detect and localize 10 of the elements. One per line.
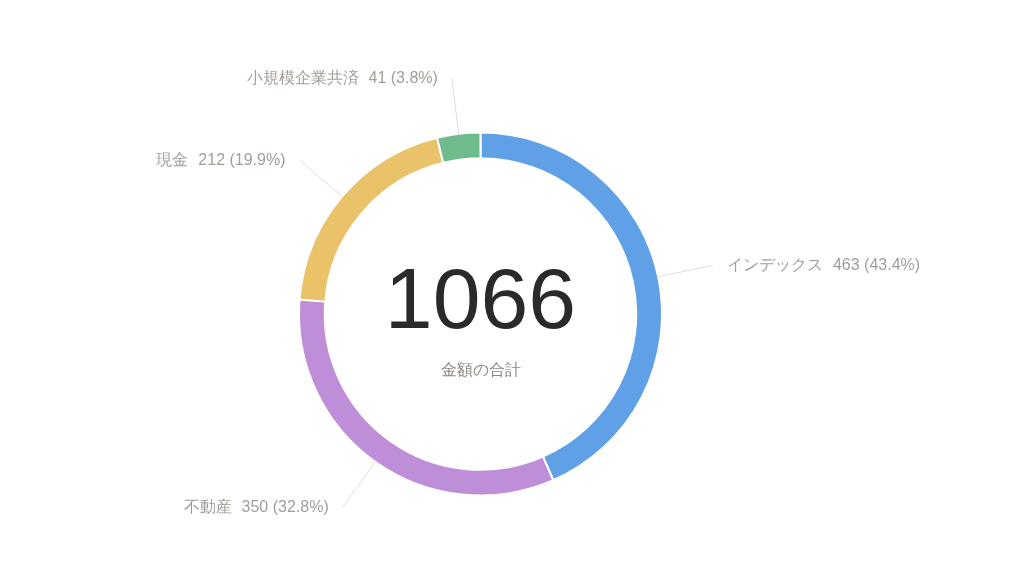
slice-label: 小規模企業共済 [246,68,359,86]
text: 金額の合計 [440,361,521,379]
text: 1066 [384,249,577,346]
data-label: 212 (19.9%) [198,150,286,168]
data-label: 350 (32.8%) [241,497,329,515]
slice-label: 不動産 [183,497,232,515]
data-label: 463 (43.4%) [832,255,921,273]
slice-label: インデックス [726,255,823,273]
slice-label: 現金 [156,150,189,168]
data-label: 41 (3.8%) [368,68,438,86]
